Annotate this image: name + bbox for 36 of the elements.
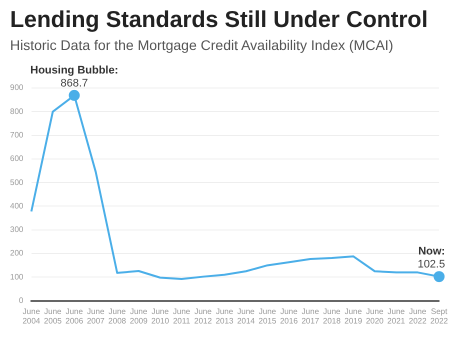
x-tick-label: June 2017 <box>301 306 320 326</box>
annotation: Now: <box>418 246 446 258</box>
y-tick-label: 0 <box>18 296 24 306</box>
x-tick-label: June 2018 <box>322 306 342 326</box>
x-tick-label: June 2011 <box>172 306 191 326</box>
x-tick-label: June 2022 <box>408 306 428 326</box>
x-tick-label: June 2005 <box>44 306 62 326</box>
x-tick-label: June 2010 <box>151 306 170 326</box>
data-label: 868.7 <box>60 77 88 90</box>
x-tick-label: June 2014 <box>237 306 256 326</box>
chart-subtitle: Historic Data for the Mortgage Credit Availability Index (MCAI) <box>10 37 394 53</box>
x-tick-label: June 2013 <box>216 306 234 326</box>
data-label: 102.5 <box>418 258 446 271</box>
y-tick-label: 500 <box>10 178 24 187</box>
chart-title: Lending Standards Still Under Control <box>10 6 428 33</box>
y-tick-label: 900 <box>10 83 24 92</box>
annotation: Housing Bubble: <box>30 64 118 76</box>
x-tick-label: June 2004 <box>22 306 41 326</box>
y-tick-label: 100 <box>10 272 24 282</box>
x-tick-label: June 2008 <box>108 306 127 326</box>
x-tick-label: Sept 2022 <box>430 306 449 326</box>
y-tick-label: 700 <box>10 130 24 140</box>
y-tick-label: 200 <box>10 248 24 258</box>
x-tick-label: June 2006 <box>65 306 84 326</box>
x-tick-label: June 2012 <box>194 306 212 326</box>
y-tick-label: 600 <box>10 154 24 164</box>
y-tick-label: 300 <box>10 225 24 234</box>
x-tick-label: June 2009 <box>130 306 148 326</box>
x-tick-label: June 2015 <box>258 306 277 326</box>
y-tick-label: 400 <box>10 201 24 210</box>
x-tick-label: June 2007 <box>86 306 106 326</box>
x-tick-label: June 2019 <box>344 306 363 326</box>
y-tick-label: 800 <box>10 106 24 116</box>
x-tick-label: June 2016 <box>280 306 298 326</box>
x-tick-label: June 2020 <box>366 306 384 326</box>
x-tick-label: June 2021 <box>387 306 406 326</box>
